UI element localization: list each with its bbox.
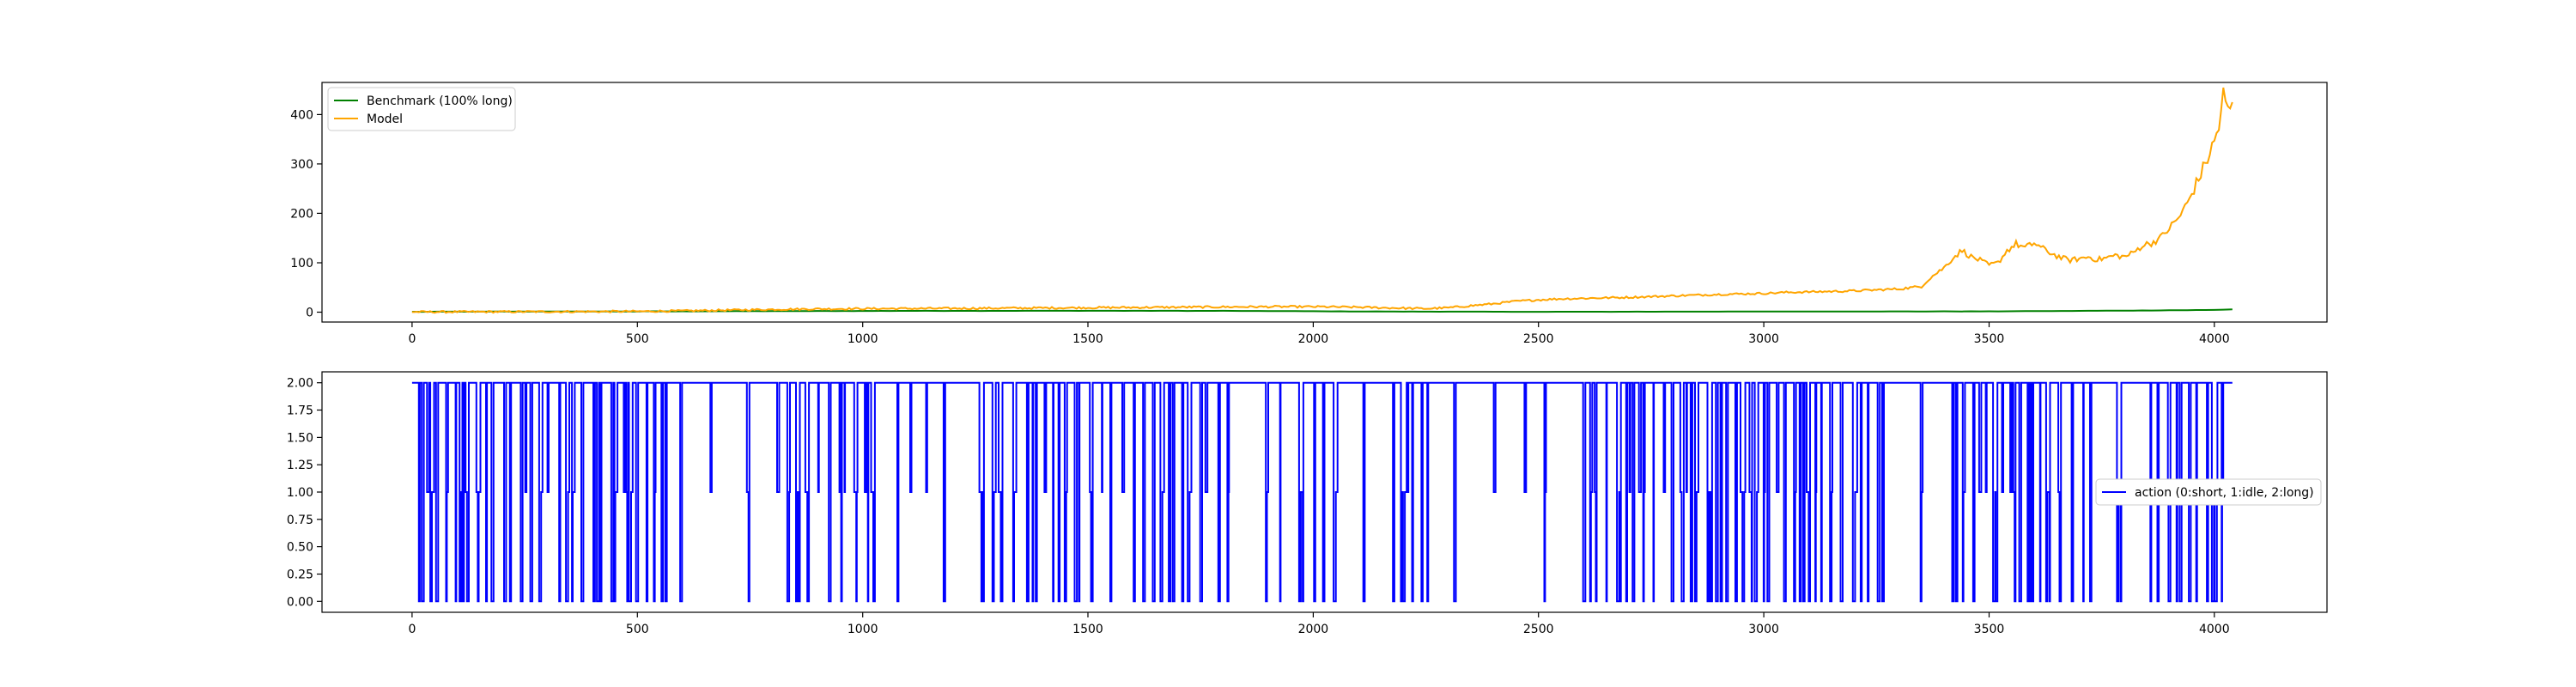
- x-tick-label: 2500: [1523, 623, 1554, 636]
- x-tick-label: 3000: [1748, 623, 1779, 636]
- x-tick-label: 0: [408, 332, 416, 346]
- series-line-model: [411, 87, 2233, 314]
- top-axes: 0 500 1000 1500 2000 2500 3000 3500 4000 0 100 200…: [290, 82, 2328, 346]
- x-tick-label: 4000: [2199, 332, 2230, 346]
- legend-box: [2095, 478, 2322, 506]
- y-tick-label: 1.00: [287, 486, 313, 500]
- series-line-action: [411, 381, 2233, 603]
- x-tick-label: 1500: [1072, 332, 1103, 346]
- x-tick-label: 1500: [1072, 623, 1103, 636]
- x-tick-label: 2500: [1523, 332, 1554, 346]
- y-tick-label: 0.00: [287, 595, 313, 609]
- x-tick-label: 500: [626, 623, 649, 636]
- top-axes-series-layer: [411, 87, 2233, 314]
- x-tick-label: 2000: [1298, 623, 1329, 636]
- legend-box: [327, 87, 516, 131]
- y-tick-label: 0.50: [287, 541, 313, 555]
- legend-label: Benchmark (100% long): [367, 94, 513, 108]
- x-tick-label: 1000: [848, 332, 878, 346]
- y-tick-label: 400: [290, 108, 313, 122]
- y-tick-label: 300: [290, 158, 313, 172]
- x-tick-label: 500: [626, 332, 649, 346]
- x-tick-label: 3500: [1974, 623, 2005, 636]
- bottom-axes: 0 500 1000 1500 2000 2500 3000 3500 4000 0.00 0.2…: [287, 371, 2328, 636]
- top-axes-y-ticks: 0 100 200 300 400: [290, 108, 322, 320]
- y-tick-label: 0: [306, 307, 313, 320]
- y-tick-label: 1.25: [287, 459, 313, 472]
- y-tick-label: 2.00: [287, 377, 313, 391]
- x-tick-label: 3000: [1748, 332, 1779, 346]
- y-tick-label: 0.25: [287, 568, 313, 582]
- legend-label: action (0:short, 1:idle, 2:long): [2135, 486, 2314, 500]
- x-tick-label: 3500: [1974, 332, 2005, 346]
- x-tick-label: 2000: [1298, 332, 1329, 346]
- top-axes-legend: Benchmark (100% long) Model: [327, 87, 516, 131]
- bottom-axes-y-ticks: 0.00 0.25 0.50 0.75 1.00 1.25 1.50 1.75 2.00: [287, 377, 322, 609]
- y-tick-label: 200: [290, 207, 313, 221]
- y-tick-label: 1.75: [287, 404, 313, 418]
- bottom-axes-x-ticks: 0 500 1000 1500 2000 2500 3000 3500 4000: [408, 612, 2230, 636]
- y-tick-label: 1.50: [287, 431, 313, 445]
- x-tick-label: 0: [408, 623, 416, 636]
- y-tick-label: 100: [290, 257, 313, 271]
- legend-label: Model: [367, 112, 403, 126]
- y-tick-label: 0.75: [287, 514, 313, 527]
- axes-frame: [321, 82, 2328, 323]
- x-tick-label: 1000: [848, 623, 878, 636]
- top-axes-x-ticks: 0 500 1000 1500 2000 2500 3000 3500 4000: [408, 322, 2230, 346]
- top-axes-frame: [321, 82, 2328, 323]
- bottom-axes-series-layer: [411, 381, 2233, 603]
- bottom-axes-legend: action (0:short, 1:idle, 2:long): [2095, 478, 2322, 506]
- x-tick-label: 4000: [2199, 623, 2230, 636]
